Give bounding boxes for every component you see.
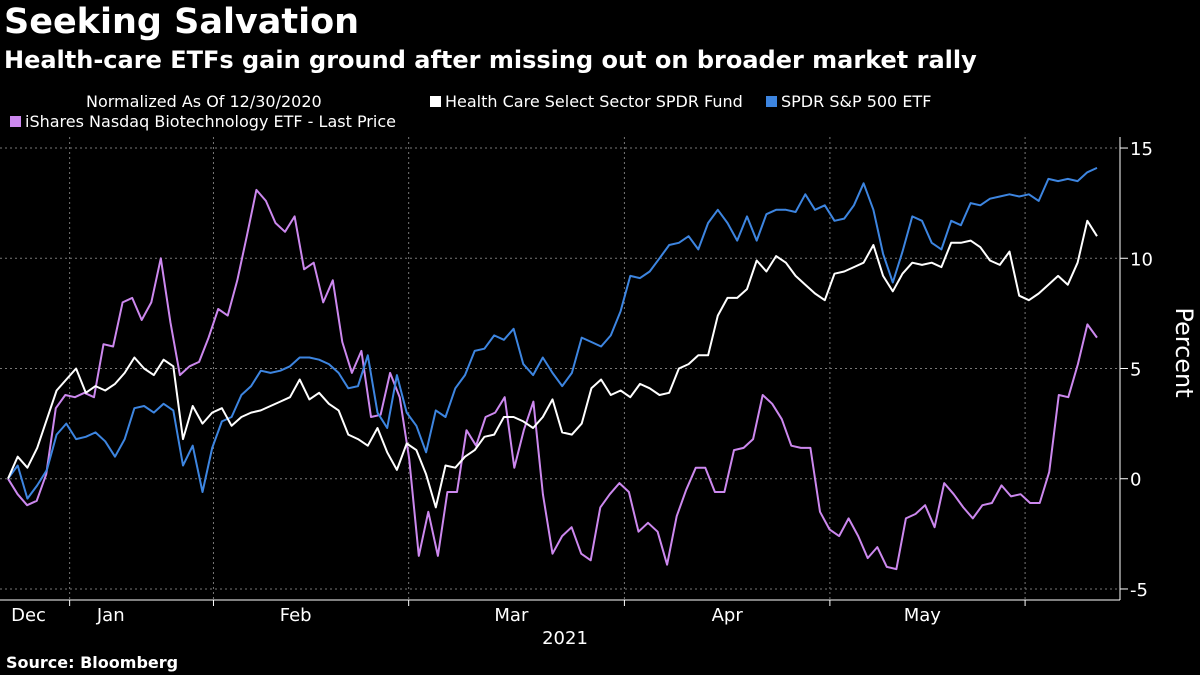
legend-item-biotech: iShares Nasdaq Biotechnology ETF - Last … bbox=[10, 112, 396, 131]
x-tick-label: May bbox=[904, 605, 942, 626]
y-tick-label: -5 bbox=[1130, 580, 1148, 601]
y-tick-label: 10 bbox=[1130, 249, 1153, 270]
series-line-health-care bbox=[7, 219, 1098, 509]
x-year-label: 2021 bbox=[542, 628, 588, 649]
source-note: Source: Bloomberg bbox=[6, 653, 179, 672]
x-tick-label: Feb bbox=[280, 605, 312, 626]
x-tick-label: Dec bbox=[11, 605, 46, 626]
legend-label-biotech: iShares Nasdaq Biotechnology ETF - Last … bbox=[25, 112, 396, 131]
y-tick-label: 5 bbox=[1130, 360, 1141, 381]
y-axis-label: Percent bbox=[1170, 307, 1198, 397]
legend-label-sp500: SPDR S&P 500 ETF bbox=[781, 92, 932, 111]
legend-label-health-care: Health Care Select Sector SPDR Fund bbox=[445, 92, 743, 111]
chart-subtitle: Health-care ETFs gain ground after missi… bbox=[4, 46, 977, 74]
legend-item-sp500: SPDR S&P 500 ETF bbox=[766, 92, 931, 111]
grid-lines bbox=[0, 137, 1120, 600]
chart-title: Seeking Salvation bbox=[4, 2, 360, 42]
legend-item-health-care: Health Care Select Sector SPDR Fund bbox=[430, 92, 743, 111]
legend-swatch-biotech bbox=[10, 116, 21, 127]
axes: 15 10 5 0 -5 Dec Jan Feb Mar Apr May 2021 Percent bbox=[0, 137, 1198, 649]
y-tick-label: 15 bbox=[1130, 139, 1153, 160]
y-tick-label: 0 bbox=[1130, 470, 1141, 491]
series-lines bbox=[7, 166, 1098, 571]
x-tick-label: Mar bbox=[494, 605, 529, 626]
legend-swatch-health-care bbox=[430, 96, 441, 107]
series-line-sp500 bbox=[7, 166, 1098, 500]
series-line-biotech bbox=[7, 188, 1098, 571]
legend-swatch-sp500 bbox=[766, 96, 777, 107]
x-tick-label: Apr bbox=[712, 605, 744, 626]
legend-normalization-note: Normalized As Of 12/30/2020 bbox=[86, 92, 322, 111]
x-tick-label: Jan bbox=[96, 605, 125, 626]
